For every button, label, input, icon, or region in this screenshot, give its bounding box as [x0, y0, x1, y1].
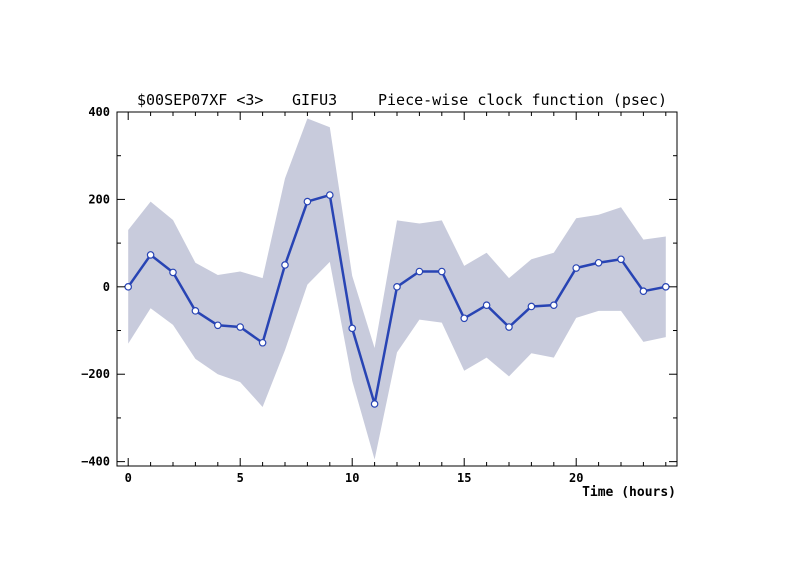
chart-title-description: Piece-wise clock function (psec)	[378, 91, 667, 109]
data-point	[325, 191, 334, 199]
data-point	[437, 267, 446, 276]
data-point	[549, 301, 558, 309]
data-point	[639, 287, 648, 295]
data-point	[303, 197, 312, 206]
x-axis-label: Time (hours)	[582, 485, 676, 500]
data-point	[661, 283, 670, 291]
data-point	[236, 323, 245, 331]
data-point	[415, 267, 424, 276]
data-point	[348, 324, 357, 333]
x-tick-label: 20	[569, 471, 583, 485]
data-point	[460, 314, 469, 323]
data-point	[169, 268, 177, 277]
x-tick-label: 15	[457, 471, 471, 485]
y-tick-label: 400	[88, 105, 110, 119]
axes-layer: 0 5 10 15 20 −400 −200 0 200 400	[81, 105, 678, 485]
y-tick-label: 0	[103, 280, 110, 294]
x-tick-label: 0	[125, 471, 132, 485]
data-point	[281, 261, 289, 269]
x-tick-label: 5	[237, 471, 244, 485]
data-point	[124, 283, 133, 291]
data-point	[146, 251, 155, 259]
data-point	[482, 301, 491, 309]
data-point	[393, 283, 401, 291]
y-tick-label: −200	[81, 367, 110, 381]
data-point	[505, 323, 513, 331]
data-point	[191, 307, 200, 315]
data-point	[572, 264, 581, 272]
chart-title-station: GIFU3	[292, 91, 337, 109]
data-point	[370, 400, 379, 408]
x-tick-label: 10	[345, 471, 359, 485]
data-point	[214, 321, 222, 330]
data-points-layer	[124, 191, 670, 408]
data-point	[594, 258, 603, 267]
y-tick-label: −400	[81, 455, 110, 469]
data-point	[258, 338, 267, 347]
data-point	[617, 255, 625, 264]
chart-title-experiment: $00SEP07XF <3>	[137, 91, 263, 109]
y-tick-label: 200	[88, 192, 110, 206]
data-point	[527, 302, 536, 311]
